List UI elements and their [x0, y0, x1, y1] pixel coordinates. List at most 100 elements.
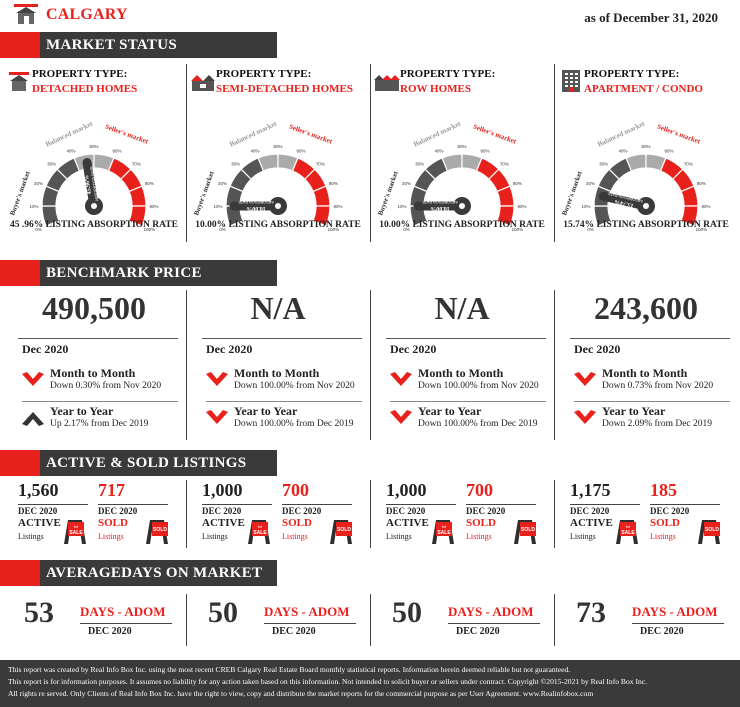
- change-text: Down 2.09% from Dec 2019: [602, 419, 713, 429]
- month-to-month-change: Month to Month Down 100.00% from Nov 2020: [206, 366, 376, 400]
- absorption-gauge: 0% 10% 20% 30% 40% 50% 60% 70% 80% 90% 100% Buyer's…: [560, 119, 710, 231]
- divider: [22, 401, 178, 402]
- disclaimer-footer: This report was created by Real Info Box…: [0, 660, 740, 707]
- gauge-tick-label: 80%: [329, 181, 338, 186]
- days-label: DAYS - ADOM: [448, 604, 534, 619]
- footer-line: This report was created by Real Info Box…: [8, 665, 571, 674]
- divider: [650, 504, 720, 505]
- listings-column: 1,000 700 DEC 2020 DEC 2020 ACTIVE SOLD Listin…: [370, 480, 554, 550]
- gauge-tick-label: 50%: [273, 144, 282, 149]
- divider: [264, 623, 356, 624]
- column-divider: [370, 594, 371, 646]
- apartment-building-icon: [562, 70, 580, 92]
- days-on-market-column: 53 DAYS - ADOM DEC 2020: [2, 596, 186, 646]
- semi-detached-house-icon: [191, 75, 215, 91]
- active-label: ACTIVE: [18, 517, 61, 529]
- buyers-market-label: Buyer's market: [8, 169, 32, 216]
- balanced-market-label: Balanced market: [412, 119, 462, 148]
- gauge-tick-label: 20%: [586, 181, 595, 186]
- change-text: Down 100.00% from Nov 2020: [418, 381, 539, 391]
- change-title: Year to Year: [50, 404, 114, 418]
- sign-text: for: [258, 524, 263, 529]
- gauge-tick-label: 40%: [435, 149, 444, 154]
- gauge-tick-label: 90%: [701, 204, 710, 209]
- gauge-tick-label: 10%: [581, 204, 590, 209]
- sold-listings-count: 700: [466, 480, 493, 500]
- sold-sign-icon: SOLD: [330, 520, 352, 544]
- days-value: 53: [24, 596, 54, 629]
- section-accent: [0, 560, 40, 586]
- gauge-tick-label: 0%: [35, 227, 42, 232]
- gauge-tick-label: 90%: [333, 204, 342, 209]
- chevron-down-icon: [22, 372, 44, 386]
- benchmark-price-value: N/A: [434, 290, 490, 326]
- needle-rate-label: 10.00%: [246, 205, 266, 211]
- gauge-tick-label: 10%: [397, 204, 406, 209]
- column-divider: [370, 480, 371, 548]
- listings-column: 1,175 185 DEC 2020 DEC 2020 ACTIVE SOLD Listin…: [554, 480, 738, 550]
- property-type-value: APARTMENT / CONDO: [584, 83, 703, 95]
- sellers-market-label: Seller's market: [104, 123, 150, 146]
- sold-sign-icon: SOLD: [514, 520, 536, 544]
- benchmark-price-value: N/A: [250, 290, 306, 326]
- buyers-market-label: Buyer's market: [192, 169, 216, 216]
- footer-line: All rights re served. Only Clients of Re…: [8, 689, 594, 698]
- sold-sublabel: Listings: [650, 532, 676, 541]
- active-listings-count: 1,560: [18, 480, 59, 500]
- gauge-tick-label: 40%: [67, 149, 76, 154]
- sign-text: SOLD: [337, 527, 351, 533]
- month-to-month-change: Month to Month Down 0.30% from Nov 2020: [22, 366, 192, 400]
- sold-date: DEC 2020: [466, 506, 506, 516]
- divider: [632, 623, 724, 624]
- sold-label: SOLD: [98, 517, 128, 529]
- listings-column: 1,000 700 DEC 2020 DEC 2020 ACTIVE SOLD Listin…: [186, 480, 370, 550]
- benchmark-price-value: 243,600: [594, 290, 698, 326]
- gauge-tick-label: 20%: [402, 181, 411, 186]
- sign-text: SOLD: [521, 527, 535, 533]
- benchmark-column: N/A Dec 2020 Month to Month Down 100.00% fr…: [186, 290, 370, 440]
- active-label: ACTIVE: [570, 517, 613, 529]
- property-type-label: PROPERTY TYPE:: [32, 68, 128, 80]
- gauge-tick-label: 70%: [132, 162, 141, 167]
- buyers-market-label: Buyer's market: [376, 169, 400, 216]
- change-text: Down 100.00% from Dec 2019: [234, 419, 354, 429]
- change-title: Month to Month: [50, 366, 136, 380]
- sign-text: SALE: [253, 530, 267, 536]
- market-status-column: PROPERTY TYPE: DETACHED HOMES 0% 10% 20% 30% 4…: [2, 64, 186, 242]
- days-value: 73: [576, 596, 606, 629]
- gauge-segment: [496, 205, 515, 227]
- gauge-tick-label: 0%: [403, 227, 410, 232]
- month-to-month-change: Month to Month Down 0.73% from Nov 2020: [574, 366, 740, 400]
- gauge-tick-label: 20%: [34, 181, 43, 186]
- change-text: Up 2.17% from Dec 2019: [50, 419, 149, 429]
- active-listings-count: 1,000: [202, 480, 243, 500]
- absorption-rate-caption: 15.74% LISTING ABSORPTION RATE: [563, 220, 729, 230]
- absorption-rate-caption: 45 .96% LISTING ABSORPTION RATE: [10, 220, 178, 230]
- sold-label: SOLD: [466, 517, 496, 529]
- days-on-market-column: 50 DAYS - ADOM DEC 2020: [186, 596, 370, 646]
- property-type-value: SEMI-DETACHED HOMES: [216, 83, 354, 95]
- chevron-down-icon: [574, 410, 596, 424]
- chevron-down-icon: [574, 372, 596, 386]
- active-sublabel: Listings: [202, 532, 228, 541]
- sold-date: DEC 2020: [98, 506, 138, 516]
- sign-text: for: [442, 524, 447, 529]
- absorption-gauge: 0% 10% 20% 30% 40% 50% 60% 70% 80% 90% 100% Buyer's…: [192, 119, 342, 231]
- gauge-tick-label: 50%: [641, 144, 650, 149]
- column-divider: [554, 594, 555, 646]
- sign-text: SALE: [621, 530, 635, 536]
- report-date: as of December 31, 2020: [584, 10, 718, 25]
- gauge-tick-label: 50%: [457, 144, 466, 149]
- gauge-tick-label: 20%: [218, 181, 227, 186]
- chevron-up-icon: [22, 412, 44, 426]
- sign-text: for: [626, 524, 631, 529]
- gauge-tick-label: 80%: [513, 181, 522, 186]
- needle-rate-label: 10.00%: [430, 205, 450, 211]
- gauge-tick-label: 30%: [415, 162, 424, 167]
- section-title: BENCHMARK PRICE: [40, 260, 277, 286]
- sold-sublabel: Listings: [98, 532, 124, 541]
- change-text: Down 0.30% from Nov 2020: [50, 381, 162, 391]
